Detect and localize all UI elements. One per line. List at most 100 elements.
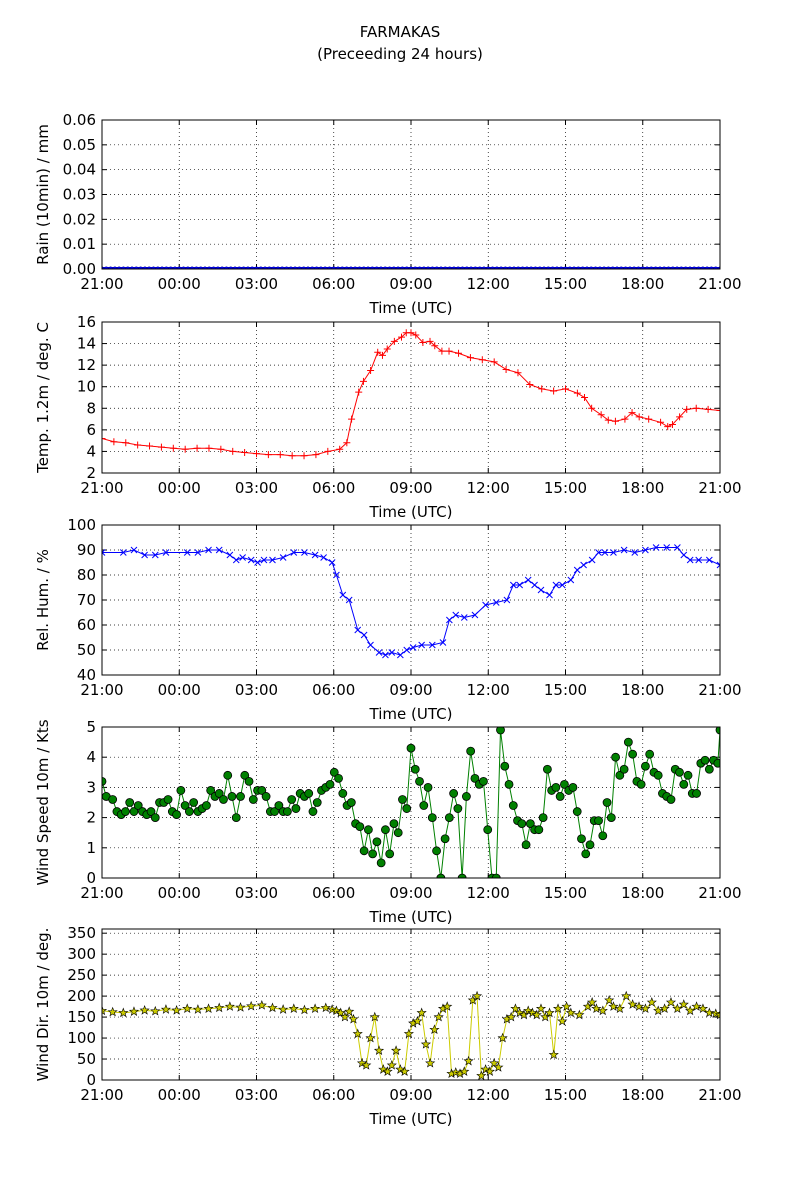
data-point	[223, 770, 233, 780]
data-point	[396, 651, 404, 659]
data-point	[334, 773, 343, 783]
data-point	[436, 873, 446, 878]
x-tick-label: 15:00	[544, 479, 587, 497]
data-point	[657, 418, 665, 426]
data-point	[205, 546, 212, 554]
x-axis-label: Time (UTC)	[369, 503, 453, 521]
data-point	[125, 798, 135, 807]
data-point	[162, 549, 170, 556]
data-point	[597, 1005, 608, 1016]
data-point	[440, 834, 450, 844]
data-point	[538, 385, 546, 393]
y-tick-label: 5	[86, 718, 96, 736]
data-point	[354, 626, 362, 634]
data-point	[205, 444, 213, 452]
data-point	[588, 556, 596, 564]
data-point	[301, 549, 308, 556]
x-tick-label: 03:00	[235, 275, 278, 293]
data-point	[415, 776, 424, 786]
data-point	[640, 1003, 651, 1014]
x-tick-label: 21:00	[80, 275, 123, 293]
data-point	[674, 544, 681, 551]
data-point	[538, 813, 548, 822]
data-point	[418, 641, 426, 649]
x-tick-label: 21:00	[698, 884, 741, 902]
figure-title: FARMAKAS	[360, 23, 441, 41]
data-point	[300, 452, 308, 460]
x-tick-label: 12:00	[467, 275, 510, 293]
data-point	[445, 347, 453, 355]
data-point	[150, 813, 160, 822]
data-point	[367, 367, 375, 375]
y-axis-label: Rain (10min) / mm	[34, 124, 52, 265]
data-point	[335, 1007, 346, 1018]
data-point	[110, 438, 118, 446]
data-point	[608, 1001, 619, 1011]
data-point	[562, 385, 569, 393]
data-point	[683, 770, 693, 780]
y-tick-label: 2	[86, 809, 96, 827]
data-point	[240, 770, 250, 780]
data-point	[339, 1011, 351, 1022]
x-tick-label: 21:00	[698, 479, 741, 497]
y-tick-label: 0.03	[63, 186, 96, 204]
data-point	[324, 447, 332, 455]
plot-frame	[101, 119, 721, 270]
x-tick-label: 18:00	[621, 275, 664, 293]
data-point	[627, 999, 638, 1009]
data-point	[557, 1015, 568, 1026]
data-point	[390, 337, 398, 345]
x-tick-label: 21:00	[80, 681, 123, 699]
data-point	[598, 831, 608, 841]
data-point	[517, 819, 527, 829]
data-point	[420, 1038, 432, 1049]
data-point	[244, 776, 254, 786]
data-point	[180, 801, 190, 810]
y-tick-label: 70	[77, 591, 96, 609]
data-point	[550, 387, 558, 395]
data-point	[369, 1011, 380, 1022]
data-point	[345, 596, 353, 604]
data-point	[672, 1003, 683, 1014]
data-point	[267, 1002, 278, 1013]
y-tick-label: 2	[86, 464, 96, 482]
data-point	[344, 1006, 355, 1016]
data-point	[338, 789, 348, 798]
data-point	[287, 795, 297, 804]
data-point	[363, 825, 373, 835]
x-tick-label: 00:00	[158, 275, 201, 293]
data-point	[695, 556, 703, 564]
data-point	[206, 786, 216, 795]
data-point	[274, 801, 284, 810]
x-tick-label: 09:00	[389, 681, 432, 699]
data-point	[484, 1066, 495, 1076]
y-tick-label: 0.06	[63, 111, 96, 129]
data-point	[544, 1007, 555, 1018]
data-point	[214, 789, 224, 798]
chart-panel-1: 21:00 00:00 03:00 06:00 09:00 12:00 15:00 18:00…	[34, 313, 742, 521]
x-tick-label: 15:00	[544, 1086, 587, 1104]
data-point	[551, 783, 561, 792]
y-tick-label: 300	[67, 945, 96, 963]
data-point	[552, 1003, 564, 1014]
y-tick-label: 150	[67, 1008, 96, 1026]
data-point	[425, 1057, 436, 1068]
data-point	[236, 792, 245, 801]
x-tick-label: 03:00	[235, 479, 278, 497]
data-point	[189, 798, 199, 807]
data-point	[194, 549, 202, 556]
data-point	[374, 348, 382, 356]
data-point	[176, 786, 186, 795]
data-point	[631, 549, 639, 556]
data-point	[193, 444, 201, 452]
y-tick-label: 100	[67, 516, 96, 534]
data-point	[471, 990, 483, 1001]
data-point	[713, 758, 720, 768]
data-point	[714, 1009, 720, 1020]
x-tick-label: 09:00	[389, 1086, 432, 1104]
data-point	[270, 807, 280, 816]
data-point	[412, 331, 420, 339]
y-tick-label: 4	[86, 748, 96, 766]
data-point	[361, 1059, 372, 1070]
